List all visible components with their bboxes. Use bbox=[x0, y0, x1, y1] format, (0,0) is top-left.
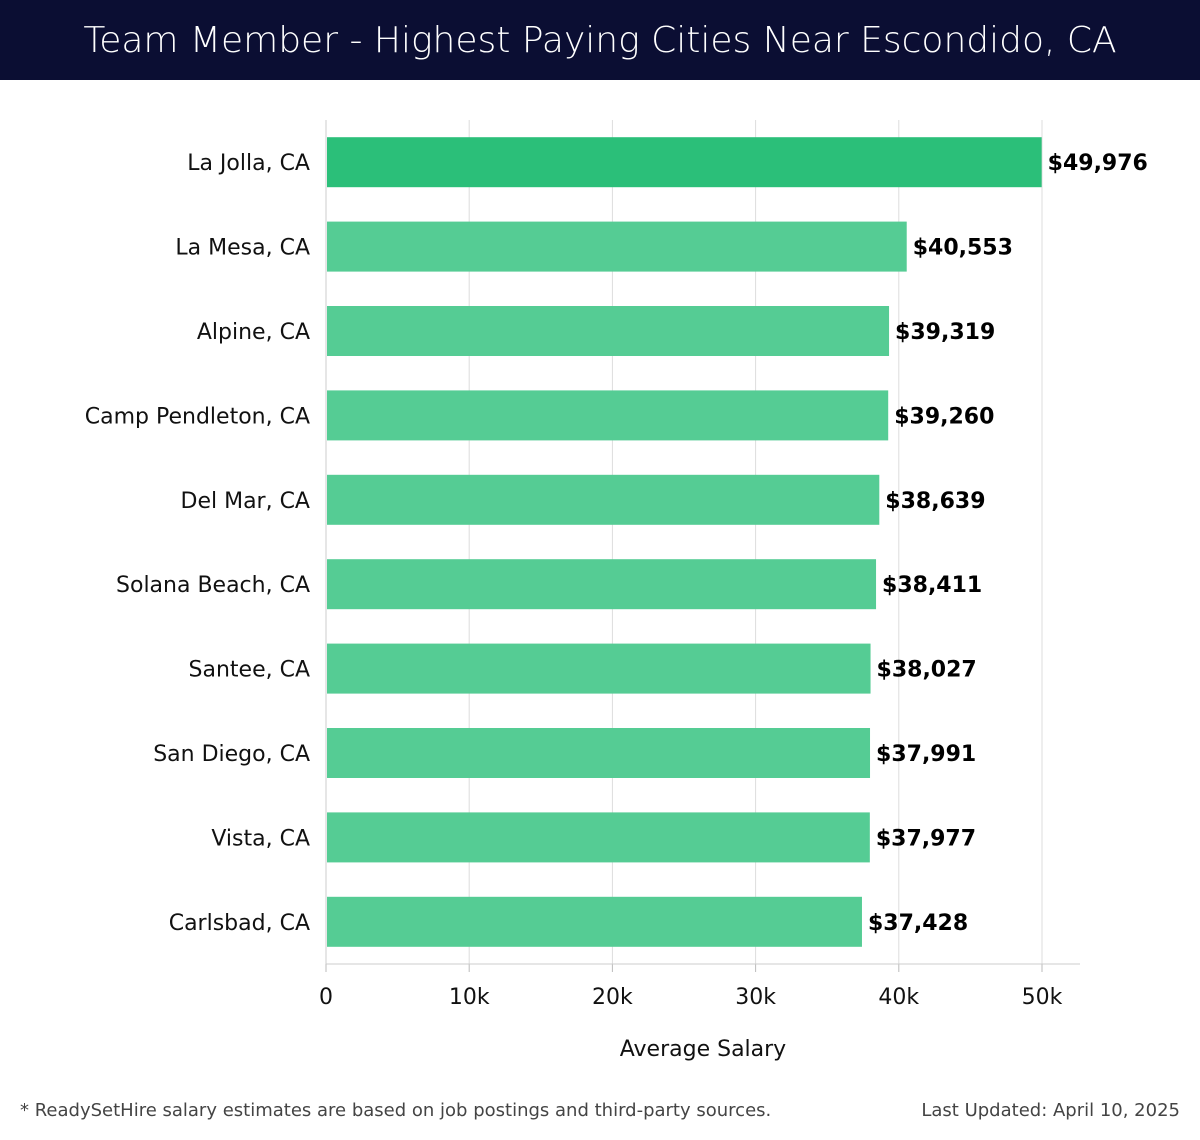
footer-note: * ReadySetHire salary estimates are base… bbox=[20, 1100, 772, 1121]
x-tick-label: 40k bbox=[878, 985, 919, 1010]
bar bbox=[327, 137, 1042, 188]
chart-header: Team Member - Highest Paying Cities Near… bbox=[0, 0, 1200, 80]
category-label: La Mesa, CA bbox=[175, 236, 310, 261]
category-label: Santee, CA bbox=[189, 658, 310, 683]
value-label: $37,977 bbox=[876, 826, 976, 851]
x-tick-label: 0 bbox=[319, 985, 333, 1010]
category-label: La Jolla, CA bbox=[187, 151, 310, 176]
bar-chart: 0 10k 20k 30k 40k 50k La Jolla, CA $49,976 La Me… bbox=[85, 120, 1148, 1062]
x-tick-label: 30k bbox=[735, 985, 776, 1010]
axes bbox=[325, 120, 1080, 972]
value-label: $39,319 bbox=[895, 320, 995, 345]
category-label: Carlsbad, CA bbox=[169, 911, 310, 936]
bars bbox=[327, 137, 1042, 947]
value-label: $38,411 bbox=[882, 573, 982, 598]
bar bbox=[327, 474, 880, 525]
x-tick-label: 20k bbox=[592, 985, 633, 1010]
category-label: Vista, CA bbox=[211, 826, 310, 851]
category-label: Solana Beach, CA bbox=[116, 573, 310, 598]
bar bbox=[327, 643, 871, 694]
bar bbox=[327, 559, 877, 610]
bar bbox=[327, 728, 871, 778]
x-axis-title: Average Salary bbox=[620, 1037, 786, 1062]
bar bbox=[327, 390, 889, 441]
x-tick-label: 10k bbox=[449, 985, 490, 1010]
category-label: San Diego, CA bbox=[153, 742, 310, 767]
bar bbox=[327, 896, 862, 947]
bar bbox=[327, 306, 890, 356]
x-tick-label: 50k bbox=[1022, 985, 1063, 1010]
value-label: $49,976 bbox=[1048, 151, 1148, 176]
value-label: $38,639 bbox=[885, 489, 985, 514]
chart-title: Team Member - Highest Paying Cities Near… bbox=[83, 19, 1117, 61]
footer-last-updated: Last Updated: April 10, 2025 bbox=[921, 1100, 1180, 1121]
bar bbox=[327, 812, 870, 863]
value-label: $39,260 bbox=[894, 404, 994, 429]
category-label: Camp Pendleton, CA bbox=[85, 404, 310, 429]
value-label: $40,553 bbox=[913, 236, 1013, 261]
value-label: $37,428 bbox=[868, 911, 968, 936]
value-label: $38,027 bbox=[877, 658, 977, 683]
value-label: $37,991 bbox=[876, 742, 976, 767]
bar bbox=[327, 221, 907, 272]
category-label: Alpine, CA bbox=[197, 320, 310, 345]
category-label: Del Mar, CA bbox=[181, 489, 311, 514]
labels: 0 10k 20k 30k 40k 50k La Jolla, CA $49,976 La Me… bbox=[85, 151, 1148, 1010]
